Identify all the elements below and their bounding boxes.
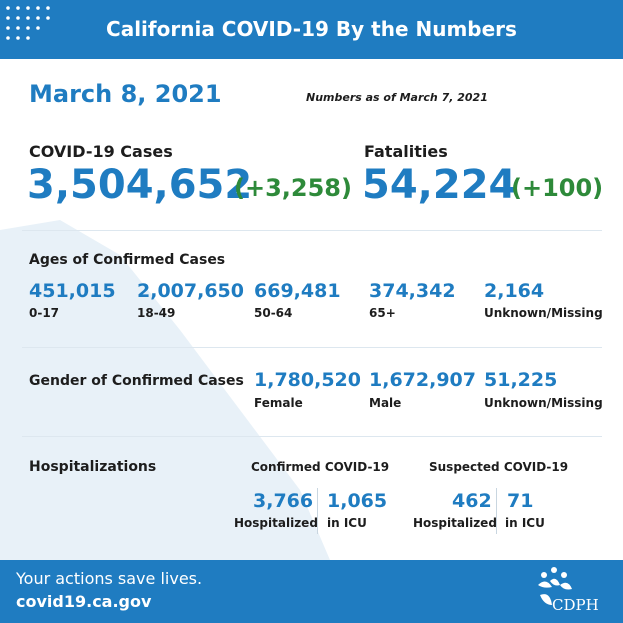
confirmed-hospitalized-value: 3,766 [253, 490, 314, 512]
as-of-note: Numbers as of March 7, 2021 [306, 91, 488, 104]
divider [317, 488, 318, 534]
logo-text: CDPH [552, 596, 599, 614]
divider [496, 488, 497, 534]
suspected-label: Suspected COVID-19 [429, 460, 569, 474]
cases-label: COVID-19 Cases [29, 142, 173, 161]
suspected-hospitalized-label: Hospitalized [413, 516, 497, 530]
age-label: 65+ [369, 306, 396, 320]
page-title: California COVID-19 By the Numbers [106, 17, 517, 41]
age-value: 451,015 [29, 280, 116, 302]
age-value: 2,007,650 [137, 280, 244, 302]
confirmed-icu-value: 1,065 [327, 490, 388, 512]
divider [22, 436, 602, 437]
cdph-logo-icon [538, 567, 572, 605]
suspected-icu-value: 71 [507, 490, 534, 512]
confirmed-icu-label: in ICU [327, 516, 367, 530]
divider [22, 347, 602, 348]
age-value: 669,481 [254, 280, 341, 302]
fatalities-label: Fatalities [364, 142, 448, 161]
gender-value: 51,225 [484, 369, 558, 391]
divider [22, 230, 602, 231]
gender-label: Female [254, 396, 303, 410]
gender-label: Gender of Confirmed Cases [29, 373, 244, 389]
gender-value: 1,780,520 [254, 369, 361, 391]
age-label: 0-17 [29, 306, 60, 320]
footer-tagline: Your actions save lives. [16, 569, 203, 588]
age-label: 50-64 [254, 306, 293, 320]
confirmed-hospitalized-label: Hospitalized [234, 516, 318, 530]
ages-label: Ages of Confirmed Cases [29, 252, 226, 268]
footer-website: covid19.ca.gov [16, 592, 152, 611]
hospitalizations-label: Hospitalizations [29, 459, 157, 475]
footer-bar [0, 560, 623, 623]
cases-delta: (+3,258) [234, 174, 352, 202]
dot-grid-icon [6, 6, 50, 40]
cases-value: 3,504,652 [27, 162, 253, 208]
california-map-shape [0, 220, 330, 560]
fatalities-delta: (+100) [511, 174, 604, 202]
report-date: March 8, 2021 [29, 80, 222, 108]
gender-label: Male [369, 396, 402, 410]
gender-label: Unknown/Missing [484, 396, 603, 410]
confirmed-label: Confirmed COVID-19 [251, 460, 390, 474]
fatalities-value: 54,224 [362, 162, 517, 208]
suspected-icu-label: in ICU [505, 516, 545, 530]
header-bar: California COVID-19 By the Numbers [0, 0, 623, 59]
age-value: 374,342 [369, 280, 456, 302]
age-label: Unknown/Missing [484, 306, 603, 320]
suspected-hospitalized-value: 462 [452, 490, 492, 512]
age-value: 2,164 [484, 280, 545, 302]
age-label: 18-49 [137, 306, 176, 320]
gender-value: 1,672,907 [369, 369, 476, 391]
